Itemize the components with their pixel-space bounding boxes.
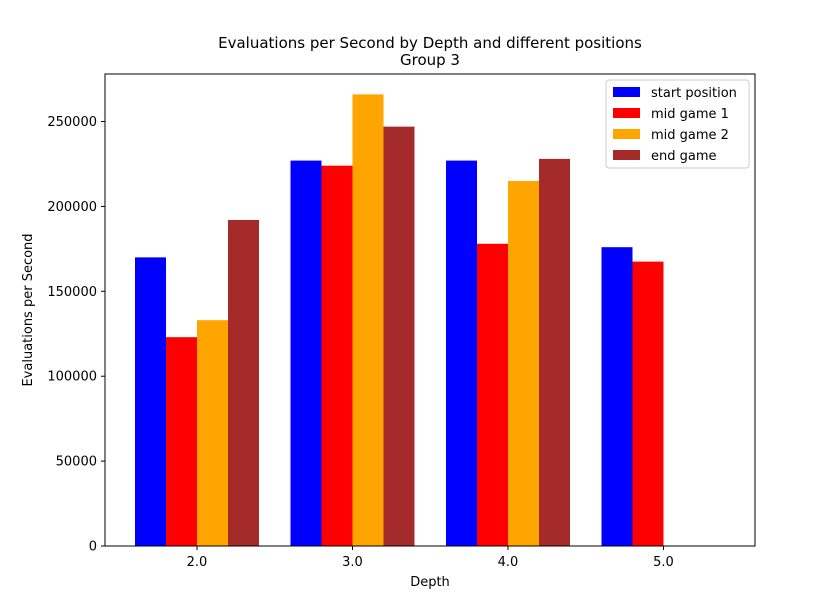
y-tick-label: 250000 (47, 115, 97, 130)
bar-mid-game-2-4.0 (508, 180, 539, 546)
legend-swatch (613, 87, 640, 97)
legend-swatch (613, 150, 640, 160)
bar-end-game-3.0 (383, 126, 415, 547)
y-tick-label: 200000 (47, 200, 97, 215)
y-axis-label: Evaluations per Second (21, 233, 36, 386)
y-axis: 0 50000 100000 150000 200000 250000 (47, 115, 105, 555)
chart-title: Evaluations per Second by Depth and diff… (218, 34, 642, 52)
x-axis: 2.0 3.0 4.0 5.0 (187, 546, 674, 570)
y-tick-label: 0 (89, 540, 97, 555)
y-tick-label: 100000 (47, 370, 97, 385)
x-tick-label: 2.0 (187, 555, 208, 570)
bars-layer (135, 94, 664, 547)
bar-end-game-2.0 (228, 220, 259, 546)
y-tick-label: 150000 (47, 285, 97, 300)
bar-mid-game-1-2.0 (166, 337, 197, 546)
legend-swatch (613, 129, 640, 139)
legend-swatch (613, 108, 640, 118)
legend-label: mid game 1 (651, 107, 729, 122)
x-tick-label: 4.0 (498, 555, 519, 570)
legend-label: mid game 2 (651, 128, 729, 143)
bar-end-game-4.0 (539, 158, 570, 546)
legend-box (605, 79, 750, 169)
x-tick-label: 3.0 (342, 555, 363, 570)
bar-start-position-5.0 (601, 247, 633, 546)
plot-frame (104, 73, 756, 547)
x-tick-label: 5.0 (653, 555, 674, 570)
bar-mid-game-1-4.0 (477, 243, 508, 546)
bar-mid-game-1-3.0 (321, 165, 353, 546)
legend-label: start position (651, 86, 737, 101)
bar-mid-game-1-5.0 (632, 261, 664, 546)
bar-start-position-2.0 (135, 257, 166, 546)
bar-mid-game-2-3.0 (352, 94, 384, 547)
legend-label: end game (651, 149, 717, 164)
bar-mid-game-2-2.0 (197, 320, 228, 546)
chart-subtitle: Group 3 (400, 51, 460, 69)
bar-start-position-3.0 (290, 160, 322, 546)
legend: start position mid game 1 mid game 2 end ga… (605, 79, 750, 169)
bar-start-position-4.0 (446, 160, 477, 546)
y-tick-label: 50000 (56, 455, 97, 470)
x-axis-label: Depth (410, 575, 450, 590)
